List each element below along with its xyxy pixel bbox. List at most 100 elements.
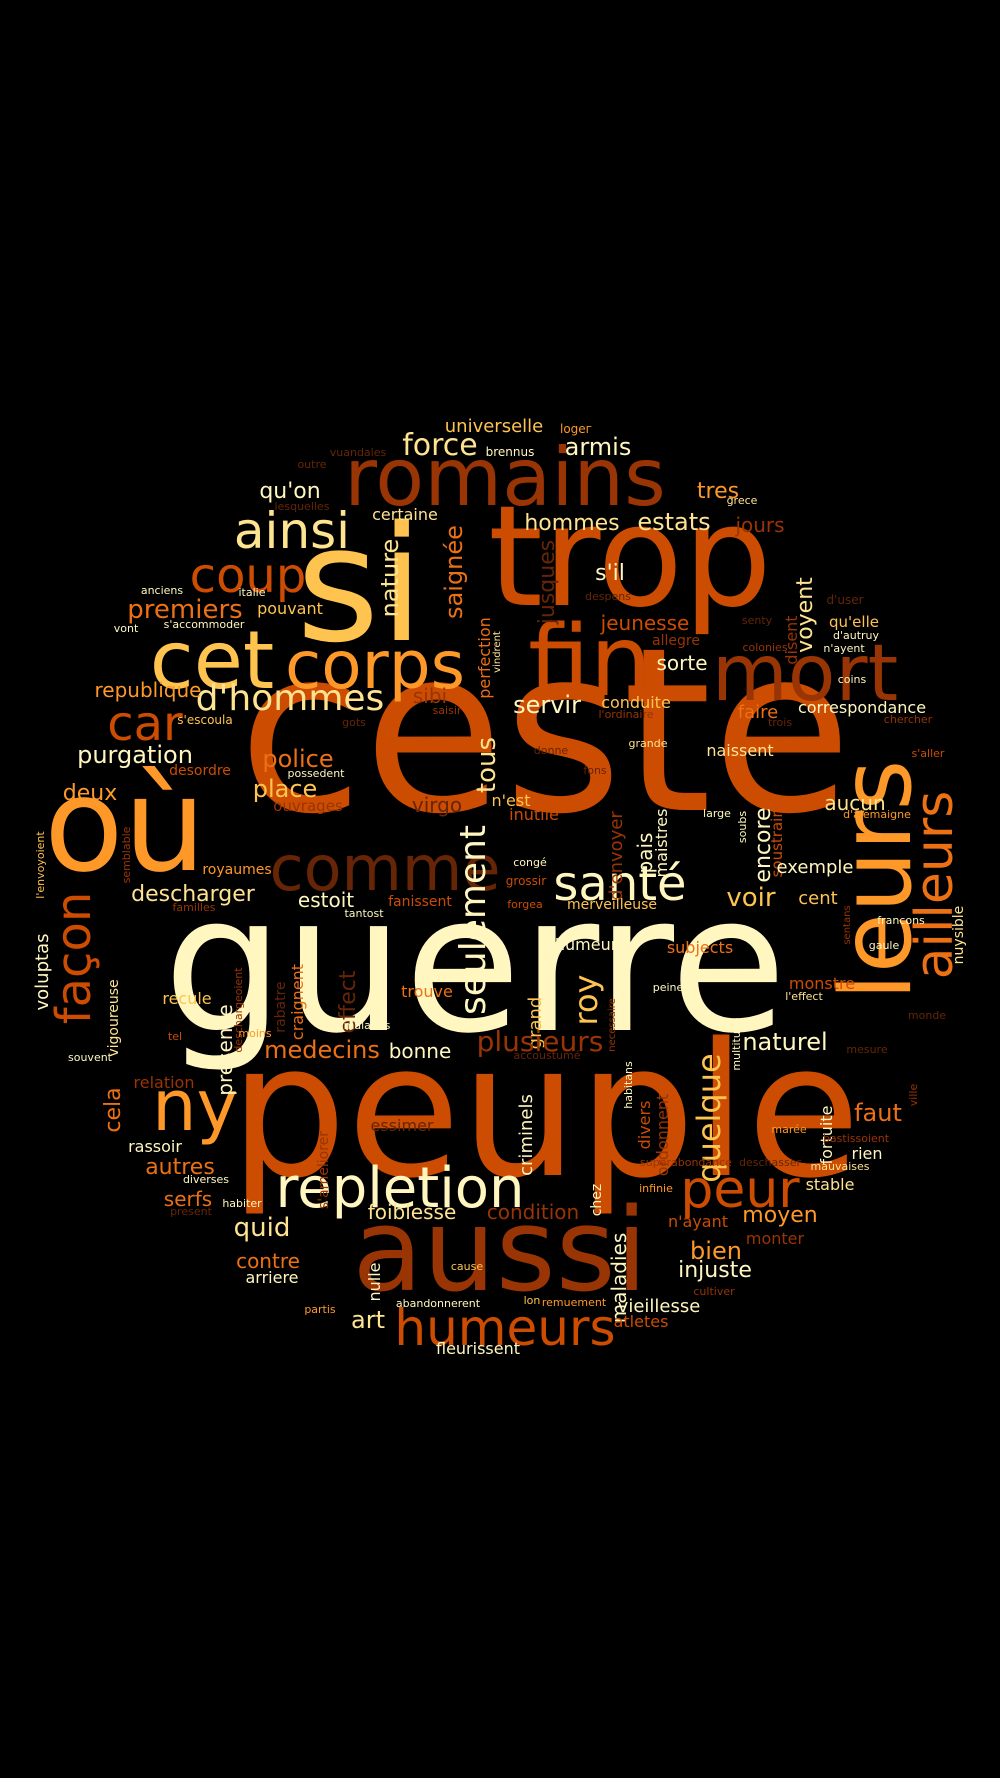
cloud-word: rassoir	[128, 1137, 182, 1156]
cloud-word: n'est	[492, 791, 531, 810]
cloud-word: si	[296, 491, 424, 678]
cloud-word: n'ayent	[823, 642, 865, 655]
cloud-word: anciens	[141, 584, 184, 597]
cloud-word: deschargeoient	[232, 967, 245, 1053]
cloud-word: faire	[738, 702, 778, 723]
cloud-word: seulement	[453, 825, 494, 1015]
cloud-word: estoit	[298, 888, 354, 912]
cloud-word: peur	[680, 1160, 800, 1220]
cloud-word: perfection	[475, 617, 494, 699]
cloud-word: trois	[768, 716, 792, 729]
cloud-word: sorte	[656, 651, 707, 675]
cloud-word: vigoureuse	[106, 979, 122, 1056]
cloud-word: humeurs	[394, 1299, 615, 1357]
cloud-word: present	[170, 1205, 213, 1218]
cloud-word: fanissent	[388, 894, 452, 910]
cloud-word: cela	[101, 1087, 126, 1132]
cloud-word: serfs	[164, 1187, 212, 1211]
cloud-word: n'ayant	[668, 1212, 728, 1231]
cloud-word: maistres	[652, 809, 671, 878]
cloud-word: correspondance	[798, 698, 926, 717]
cloud-word: rien	[851, 1144, 882, 1163]
cloud-word: diverses	[183, 1173, 229, 1186]
cloud-word: universelle	[445, 416, 543, 437]
cloud-word: ny	[152, 1065, 238, 1147]
cloud-word: leurs	[820, 760, 934, 1001]
cloud-word: desordre	[169, 763, 231, 779]
cloud-word: rabatre	[273, 981, 289, 1032]
cloud-word: italie	[239, 586, 266, 599]
cloud-word: virgo	[412, 793, 462, 817]
cloud-word: monter	[746, 1229, 805, 1248]
cloud-word: mauvaises	[811, 1160, 870, 1173]
cloud-word: jours	[734, 513, 784, 537]
cloud-word: familles	[173, 901, 216, 914]
cloud-word: republique	[95, 678, 202, 702]
cloud-word: d'user	[826, 593, 863, 607]
cloud-word: s'accommoder	[164, 618, 245, 631]
cloud-word: aussi	[352, 1184, 647, 1318]
cloud-word: quelque	[690, 1053, 728, 1182]
cloud-word: vieillesse	[618, 1296, 701, 1317]
cloud-word: car	[107, 696, 183, 752]
cloud-word: force	[402, 428, 478, 463]
cloud-word: monde	[908, 1009, 946, 1022]
cloud-word: soustraire	[768, 803, 786, 878]
cloud-word: cultiver	[693, 1285, 735, 1298]
cloud-word: fons	[583, 764, 607, 777]
cloud-word: bastissoient	[823, 1132, 890, 1145]
cloud-word: trouve	[401, 982, 453, 1001]
cloud-word: pouvant	[257, 599, 323, 618]
cloud-word: faut	[854, 1099, 902, 1127]
cloud-word: comme	[270, 832, 501, 905]
cloud-word: ouvrages	[273, 797, 343, 815]
cloud-word: subjects	[667, 938, 733, 957]
cloud-word: habiter	[222, 1197, 262, 1210]
cloud-word: condition	[487, 1200, 579, 1224]
cloud-word: où	[44, 749, 206, 901]
cloud-word: d'hommes	[196, 678, 385, 719]
cloud-word: contre	[236, 1249, 300, 1273]
cloud-word: merveilleuse	[567, 897, 657, 913]
cloud-word: tel	[168, 1030, 182, 1043]
cloud-word: criminels	[516, 1094, 537, 1176]
cloud-word: tres	[697, 479, 739, 504]
cloud-word: moins	[238, 1027, 271, 1040]
cloud-word: gaule	[869, 939, 900, 952]
cloud-word: grande	[629, 737, 668, 750]
cloud-word: habitans	[622, 1061, 635, 1109]
cloud-word: qu'elle	[829, 613, 879, 631]
cloud-word: s'ameliorer	[316, 1131, 332, 1209]
cloud-word: vont	[114, 622, 139, 635]
cloud-word: bien	[690, 1237, 742, 1265]
cloud-word: senty	[742, 614, 773, 627]
cloud-word: tantost	[344, 907, 384, 920]
cloud-word: essimer	[371, 1116, 434, 1135]
cloud-word: large	[703, 807, 731, 820]
cloud-word: outre	[297, 458, 326, 471]
cloud-word: deux	[63, 781, 117, 806]
cloud-word: donne	[534, 744, 569, 757]
cloud-word: foiblesse	[368, 1200, 457, 1224]
cloud-word: allegre	[652, 633, 700, 649]
cloud-word: descharger	[131, 882, 256, 907]
cloud-word: roy	[567, 975, 605, 1026]
cloud-word: atletes	[614, 1312, 669, 1331]
cloud-word: moyen	[742, 1203, 817, 1228]
cloud-word: d'envoyer	[606, 811, 627, 901]
cloud-word: cent	[798, 888, 837, 909]
cloud-word: soubs	[736, 811, 749, 843]
cloud-word: repletion	[275, 1156, 524, 1221]
cloud-word: saisir	[433, 704, 462, 717]
cloud-word: effect	[336, 970, 361, 1033]
cloud-word: craignent	[288, 964, 307, 1040]
cloud-word: jeunesse	[600, 611, 690, 635]
cloud-word: corps	[285, 627, 465, 704]
cloud-word: possedent	[288, 767, 346, 780]
cloud-word: marée	[771, 1123, 807, 1136]
cloud-word: saignée	[440, 525, 468, 619]
cloud-word: ordonnent	[653, 1094, 672, 1177]
cloud-word: s'il	[595, 561, 625, 586]
cloud-word: nature	[376, 539, 404, 618]
